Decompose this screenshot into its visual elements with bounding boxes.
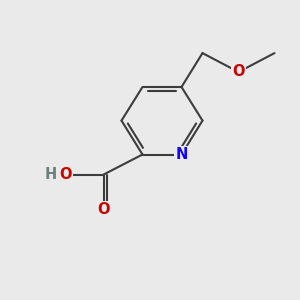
Text: O: O — [232, 64, 245, 80]
Text: N: N — [175, 147, 188, 162]
Text: H: H — [44, 167, 56, 182]
Text: O: O — [97, 202, 110, 217]
Text: O: O — [60, 167, 72, 182]
